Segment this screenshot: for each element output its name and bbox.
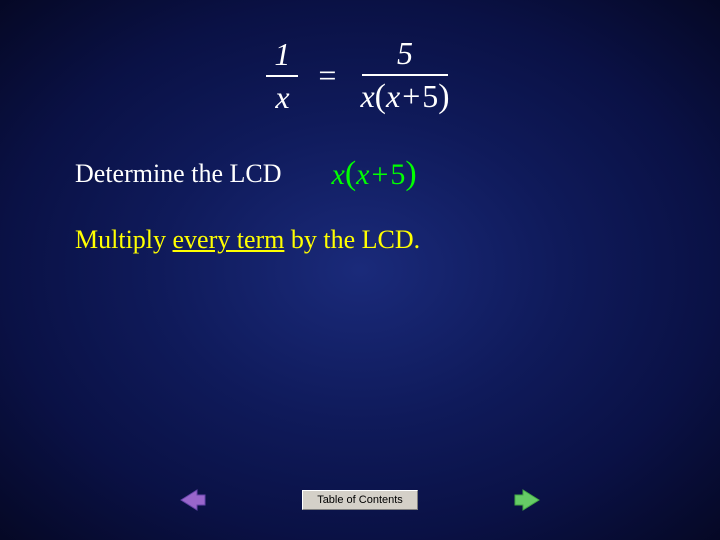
left-numerator: 1 [266, 36, 298, 77]
step2-text: Multiply every term by the LCD. [75, 225, 420, 255]
step2-prefix: Multiply [75, 225, 173, 254]
right-denominator: x(x+5) [356, 76, 453, 116]
left-fraction: 1 x [266, 36, 298, 116]
lcd-expression: x(x+5) [332, 155, 417, 193]
prev-arrow-icon[interactable] [179, 488, 207, 512]
bottom-navigation: Table of Contents [0, 488, 720, 512]
step1-label: Determine the LCD [75, 159, 282, 189]
step2-underlined: every term [173, 225, 285, 254]
main-equation: 1 x = 5 x(x+5) [0, 35, 720, 116]
right-fraction: 5 x(x+5) [356, 35, 453, 116]
equals-sign: = [318, 57, 336, 94]
toc-button[interactable]: Table of Contents [302, 490, 418, 510]
right-numerator: 5 [362, 35, 448, 76]
step2-suffix: by the LCD. [284, 225, 420, 254]
step1-row: Determine the LCD x(x+5) [75, 155, 417, 193]
left-denominator: x [267, 77, 297, 116]
next-arrow-icon[interactable] [513, 488, 541, 512]
